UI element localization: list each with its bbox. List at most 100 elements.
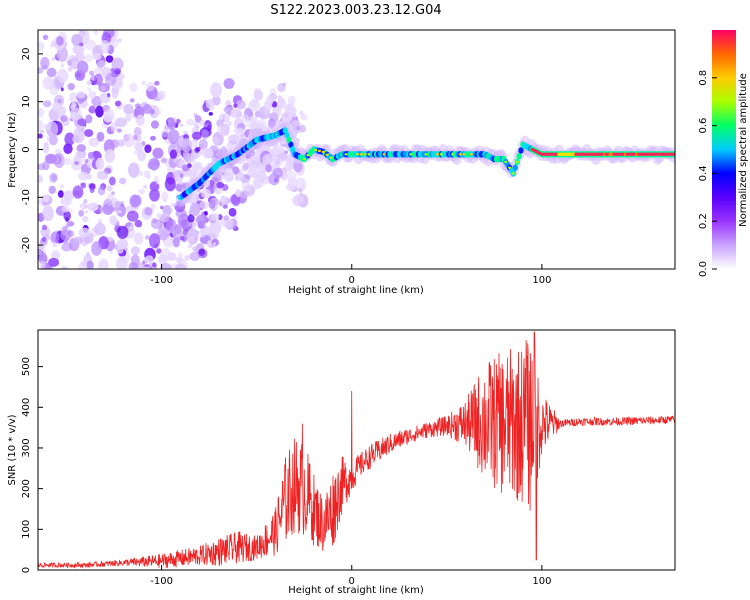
heatmap-cell — [302, 157, 306, 161]
top-y-axis: -20 -10 0 10 20 — [21, 48, 43, 253]
heatmap-cell — [146, 174, 151, 180]
heatmap-cell — [52, 242, 58, 248]
heatmap-cell — [87, 87, 91, 92]
heatmap-cell — [179, 271, 182, 274]
heatmap-cell — [164, 177, 176, 192]
heatmap-cell — [59, 184, 64, 189]
colorbar-gradient — [712, 30, 736, 269]
heatmap-cell — [142, 260, 146, 266]
top-y-tick-label: 0 — [21, 146, 32, 152]
heatmap-cell — [126, 210, 139, 222]
heatmap-cell — [298, 187, 303, 193]
heatmap-cell — [367, 153, 371, 156]
heatmap-cell — [103, 109, 115, 122]
heatmap-cell — [95, 157, 105, 170]
bottom-y-tick-label: 200 — [21, 479, 32, 498]
heatmap-cell — [91, 95, 103, 107]
heatmap-cell — [190, 139, 199, 148]
heatmap-cell — [134, 286, 141, 294]
heatmap-cell — [150, 120, 160, 129]
heatmap-cell — [277, 82, 286, 92]
heatmap-cell — [181, 164, 190, 172]
heatmap-cell — [189, 171, 196, 181]
heatmap-cell — [462, 153, 466, 156]
top-x-tick-label: 0 — [349, 275, 355, 286]
heatmap-cell — [189, 202, 201, 217]
heatmap-cell — [131, 280, 140, 288]
heatmap-cell — [38, 108, 45, 118]
heatmap-cell — [205, 98, 214, 110]
heatmap-cell — [154, 80, 160, 86]
colorbar-tick-label: 0.8 — [698, 70, 709, 86]
bottom-plot-frame — [37, 329, 676, 571]
heatmap-cell — [139, 300, 147, 310]
bottom-x-tick-label: 100 — [532, 576, 551, 587]
heatmap-cell — [45, 153, 57, 164]
heatmap-cell — [61, 265, 68, 269]
heatmap-cell — [135, 297, 145, 306]
heatmap-cell — [87, 151, 94, 160]
heatmap-cell — [194, 115, 202, 124]
top-x-axis-label: Height of straight line (km) — [288, 285, 424, 296]
heatmap-cell — [48, 134, 58, 146]
heatmap-cell — [278, 102, 285, 110]
heatmap-cell — [74, 150, 86, 165]
heatmap-cell — [38, 133, 43, 139]
heatmap-cell — [296, 126, 300, 131]
heatmap-cell — [321, 150, 325, 154]
heatmap-cell — [169, 149, 178, 159]
heatmap-cell — [149, 188, 160, 202]
heatmap-cell — [78, 261, 88, 269]
heatmap-cell — [183, 130, 188, 135]
heatmap-cell — [129, 82, 138, 93]
heatmap-cell — [72, 185, 84, 199]
heatmap-cell — [104, 149, 116, 163]
bottom-line-marks — [38, 331, 675, 569]
heatmap-cell — [73, 236, 83, 245]
heatmap-cell — [225, 100, 232, 108]
heatmap-cell — [71, 102, 77, 108]
top-x-axis: -100 0 100 — [150, 264, 551, 286]
heatmap-cell — [38, 41, 45, 51]
heatmap-cell — [247, 167, 258, 179]
heatmap-cell — [66, 192, 71, 196]
heatmap-cell — [106, 185, 113, 192]
heatmap-cell — [142, 308, 148, 315]
heatmap-cell — [193, 121, 199, 128]
heatmap-cell — [243, 162, 250, 170]
heatmap-cell — [515, 160, 519, 164]
heatmap-cell — [46, 67, 57, 78]
heatmap-cell — [56, 35, 64, 46]
heatmap-cell — [46, 136, 51, 141]
heatmap-cell — [148, 233, 161, 249]
heatmap-cell — [146, 81, 155, 92]
heatmap-cell — [78, 209, 85, 217]
heatmap-cell — [363, 153, 367, 156]
heatmap-cell — [276, 158, 284, 166]
heatmap-cell — [157, 90, 166, 100]
heatmap-cell — [117, 209, 122, 214]
heatmap-cell — [79, 202, 87, 210]
heatmap-cell — [272, 167, 283, 179]
heatmap-cell — [57, 190, 64, 198]
heatmap-cell — [48, 257, 60, 267]
heatmap-cell — [160, 248, 172, 262]
heatmap-cell — [211, 95, 221, 106]
heatmap-cell — [95, 105, 104, 118]
heatmap-cell — [236, 127, 244, 134]
heatmap-cell — [223, 78, 235, 89]
heatmap-cell — [194, 147, 200, 154]
heatmap-cell — [201, 129, 209, 140]
heatmap-cell — [236, 172, 246, 182]
heatmap-cell — [73, 127, 85, 144]
heatmap-cell — [85, 173, 92, 180]
heatmap-cell — [76, 91, 86, 99]
heatmap-cell — [76, 144, 87, 153]
heatmap-cell — [114, 200, 122, 209]
heatmap-cell — [300, 114, 308, 121]
heatmap-cell — [144, 255, 154, 263]
heatmap-cell — [78, 171, 89, 181]
bottom-x-tick-label: 0 — [349, 576, 355, 587]
heatmap-cell — [225, 120, 233, 127]
heatmap-cell — [84, 159, 89, 164]
